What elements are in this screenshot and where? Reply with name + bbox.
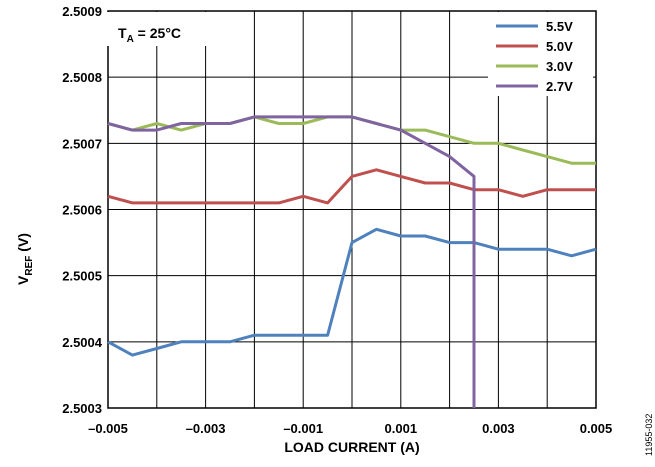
legend-label-2-7v: 2.7V — [546, 79, 573, 94]
tick-labels: –0.005 –0.003 –0.001 0.001 0.003 0.005 2.5003 2… — [62, 4, 612, 436]
series-lines — [107, 115, 597, 408]
x-tick-label: –0.003 — [186, 421, 226, 436]
y-tick-label: 2.5005 — [62, 269, 102, 284]
y-tick-label: 2.5007 — [62, 136, 102, 151]
y-tick-label: 2.5006 — [62, 203, 102, 218]
x-tick-label: 0.003 — [482, 421, 515, 436]
series-line-2-7v — [107, 115, 476, 408]
annotation-background — [107, 12, 207, 46]
x-tick-label: 0.001 — [385, 421, 418, 436]
y-tick-label: 2.5009 — [62, 4, 102, 19]
y-axis-title: VREF (V) — [15, 233, 35, 285]
y-tick-label: 2.5004 — [62, 335, 103, 350]
x-tick-label: –0.005 — [88, 421, 128, 436]
y-tick-label: 2.5003 — [62, 401, 102, 416]
series-line-5-0v — [107, 168, 596, 205]
legend-label-3-0v: 3.0V — [546, 59, 573, 74]
legend-label-5-5v: 5.5V — [546, 19, 573, 34]
figure-id: 11955-032 — [644, 414, 654, 456]
x-tick-label: –0.001 — [283, 421, 323, 436]
x-axis-title: LOAD CURRENT (A) — [284, 439, 419, 455]
plot-area — [107, 10, 597, 409]
y-tick-label: 2.5008 — [62, 70, 102, 85]
x-tick-label: 0.005 — [580, 421, 613, 436]
series-line-5-5v — [107, 227, 597, 357]
legend: 5.5V 5.0V 3.0V 2.7V — [496, 19, 573, 94]
legend-label-5-0v: 5.0V — [546, 39, 573, 54]
temperature-annotation: TA = 25°C — [118, 25, 181, 45]
